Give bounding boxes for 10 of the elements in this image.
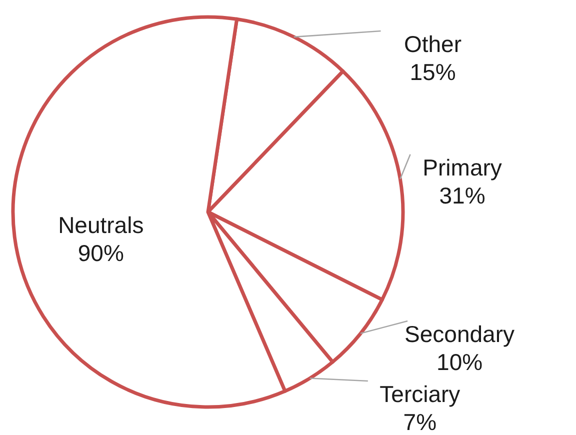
- slice-label: Other: [404, 31, 462, 57]
- slice-label: Secondary: [404, 321, 516, 347]
- data-label: 7%: [403, 409, 437, 435]
- data-label: 15%: [410, 59, 456, 85]
- data-label: 31%: [439, 182, 486, 208]
- data-label: 90%: [78, 240, 124, 266]
- slice-label: Primary: [422, 154, 502, 180]
- slice-label: Neutrals: [58, 212, 144, 238]
- slice-label: Terciary: [380, 381, 461, 407]
- data-label: 10%: [436, 349, 483, 375]
